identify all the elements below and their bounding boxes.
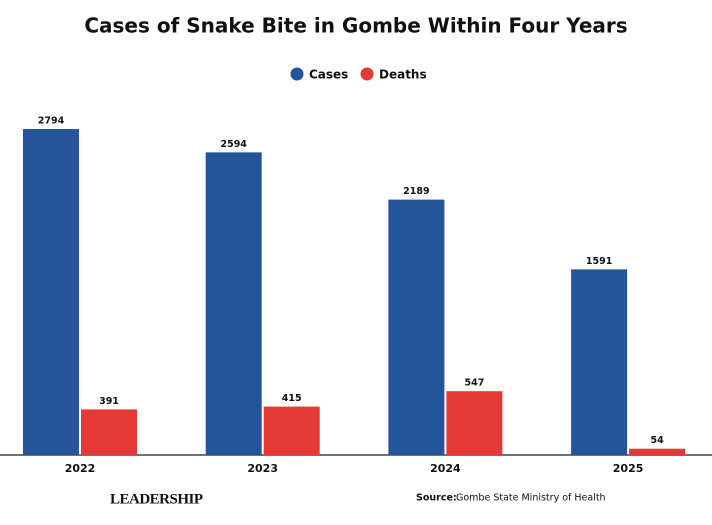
value-label: 2189 [403, 186, 429, 197]
bar [388, 199, 445, 455]
value-label: 2594 [220, 139, 247, 150]
value-label: 1591 [586, 256, 612, 267]
x-tick-label: 2025 [613, 462, 644, 475]
value-label: 547 [464, 378, 484, 389]
source-label: Source: [416, 493, 457, 504]
bar [205, 152, 262, 455]
bar [263, 406, 320, 455]
x-tick-label: 2024 [430, 462, 461, 475]
bar [81, 409, 137, 455]
source: Gombe State Ministry of Health [456, 493, 606, 504]
value-label: 54 [650, 435, 664, 446]
value-label: 391 [99, 396, 119, 407]
legend-swatch [290, 67, 304, 81]
x-tick-label: 2023 [247, 462, 278, 475]
legend-swatch [360, 67, 374, 81]
bar [571, 269, 628, 455]
x-tick-label: 2022 [65, 462, 96, 475]
legend-label: Cases [309, 68, 348, 82]
chart-title: Cases of Snake Bite in Gombe Within Four… [84, 14, 627, 38]
legend-label: Deaths [379, 68, 427, 82]
value-label: 415 [282, 393, 302, 404]
bar [23, 129, 79, 456]
bar [446, 391, 503, 455]
logo: LEADERSHIP [110, 491, 203, 507]
value-label: 2794 [38, 116, 65, 127]
bar [629, 448, 686, 455]
